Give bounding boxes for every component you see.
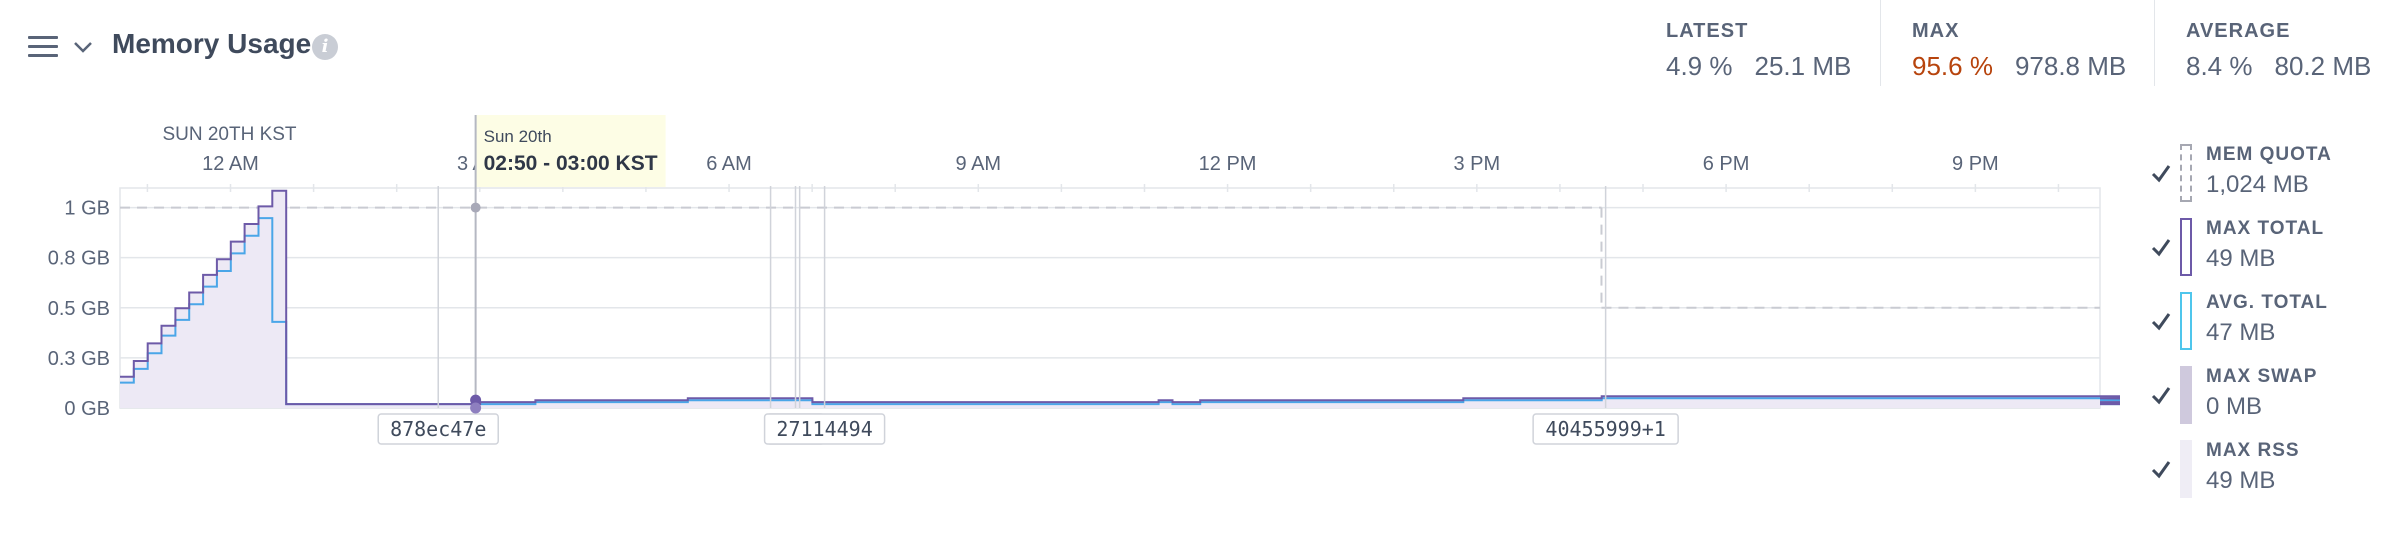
stat-max: MAX 95.6 % 978.8 MB (1912, 20, 2126, 82)
legend-label: MAX RSS (2206, 440, 2300, 461)
chevron-down-icon[interactable] (70, 34, 96, 60)
legend-item-max-total[interactable]: MAX TOTAL 49 MB (2140, 214, 2390, 288)
stat-latest: LATEST 4.9 % 25.1 MB (1666, 20, 1851, 82)
y-tick-label: 0.8 GB (48, 248, 110, 270)
stat-percent: 4.9 % (1666, 51, 1733, 81)
legend-item-max-swap[interactable]: MAX SWAP 0 MB (2140, 362, 2390, 436)
check-icon[interactable] (2150, 458, 2172, 480)
hover-tooltip (475, 115, 666, 187)
event-marker-box (763, 413, 886, 445)
event-marker: 27114494 (763, 413, 886, 445)
stat-label: MAX (1912, 20, 1960, 42)
legend-value: 0 MB (2206, 393, 2263, 420)
check-icon[interactable] (2150, 310, 2172, 332)
event-marker-label: 878ec47e (390, 417, 486, 441)
hover-dot-quota (470, 202, 481, 213)
event-marker-box (377, 413, 499, 445)
x-tick-label: 9 PM (1952, 153, 1999, 175)
legend-label: MAX SWAP (2206, 366, 2318, 387)
event-marker-box (1532, 413, 1679, 445)
stat-average: AVERAGE 8.4 % 80.2 MB (2186, 20, 2371, 82)
x-tick-label: 9 AM (956, 153, 1002, 175)
legend-value: 49 MB (2206, 467, 2276, 494)
stat-divider (1880, 0, 1881, 86)
check-icon[interactable] (2150, 236, 2172, 258)
legend-label: MEM QUOTA (2206, 144, 2332, 165)
x-tick-label: 3 PM (1453, 153, 1500, 175)
max-total-line (120, 189, 2120, 406)
x-tick-label: 12 AM (202, 153, 259, 175)
info-icon[interactable]: i (312, 34, 338, 60)
hover-range: 02:50 - 03:00 KST (484, 152, 658, 175)
y-tick-label: 0.5 GB (48, 298, 110, 320)
stat-divider (2154, 0, 2155, 86)
x-tick-label: 12 PM (1199, 153, 1257, 175)
timezone-label: SUN 20TH KST (162, 124, 296, 145)
check-icon[interactable] (2150, 162, 2172, 184)
legend-swatch-rss (2180, 440, 2192, 498)
event-marker: 40455999+1 (1532, 413, 1679, 445)
x-tick-label: 6 PM (1703, 153, 1750, 175)
legend-label: MAX TOTAL (2206, 218, 2325, 239)
rss-area (120, 190, 2120, 408)
hover-dot-base (470, 402, 482, 414)
legend-swatch-swap (2180, 366, 2192, 424)
y-tick-label: 0.3 GB (48, 348, 110, 370)
legend-swatch-purple (2180, 218, 2192, 276)
menu-icon[interactable] (28, 36, 58, 58)
legend-item-mem-quota[interactable]: MEM QUOTA 1,024 MB (2140, 140, 2390, 214)
panel-title: Memory Usage (112, 28, 312, 59)
check-icon[interactable] (2150, 384, 2172, 406)
stat-label: LATEST (1666, 20, 1749, 42)
legend-value: 47 MB (2206, 319, 2276, 346)
y-tick-label: 0 GB (64, 398, 110, 420)
stat-value: 978.8 MB (2014, 51, 2127, 81)
stat-value: 80.2 MB (2274, 51, 2372, 81)
event-marker-label: 40455999+1 (1545, 417, 1665, 441)
x-tick-label: 6 AM (706, 153, 752, 175)
chart-legend: MEM QUOTA 1,024 MB MAX TOTAL 49 MB AVG. … (2140, 140, 2390, 510)
legend-value: 1,024 MB (2206, 171, 2309, 198)
hover-date: Sun 20th (484, 127, 552, 146)
legend-swatch-dashed (2180, 144, 2192, 202)
plot-border (119, 187, 2101, 409)
legend-label: AVG. TOTAL (2206, 292, 2328, 313)
y-tick-label: 1 GB (64, 198, 110, 220)
legend-item-max-rss[interactable]: MAX RSS 49 MB (2140, 436, 2390, 510)
stat-percent: 8.4 % (2186, 51, 2253, 81)
legend-value: 49 MB (2206, 245, 2276, 272)
event-marker-label: 27114494 (776, 417, 872, 441)
stat-label: AVERAGE (2186, 20, 2291, 42)
panel-header: Memory Usage i LATEST 4.9 % 25.1 MB MAX 9… (0, 0, 2392, 100)
event-marker: 878ec47e (377, 413, 499, 445)
avg-total-line (120, 217, 2120, 406)
legend-swatch-blue (2180, 292, 2192, 350)
stat-value: 25.1 MB (1754, 51, 1852, 81)
hover-dot-max (470, 394, 482, 406)
legend-item-avg-total[interactable]: AVG. TOTAL 47 MB (2140, 288, 2390, 362)
stat-percent: 95.6 % (1912, 51, 1993, 81)
